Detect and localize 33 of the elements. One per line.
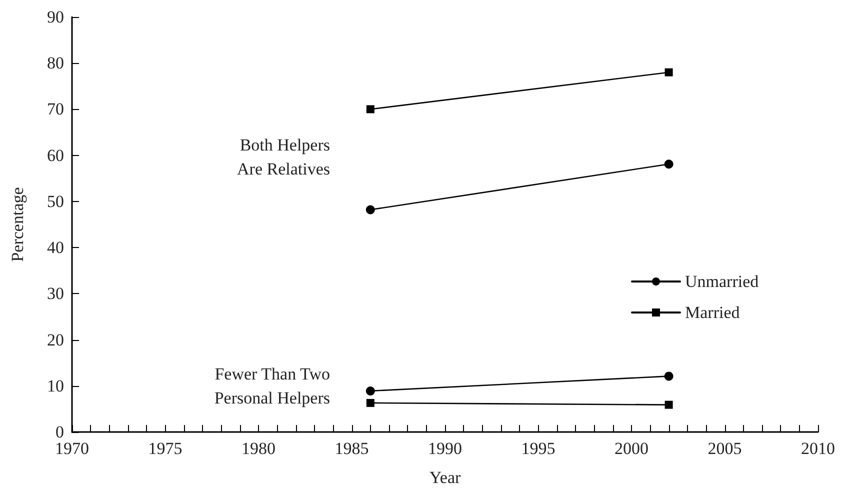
y-tick-label: 0 bbox=[56, 422, 64, 442]
y-tick-label: 50 bbox=[47, 192, 64, 211]
y-tick-label: 80 bbox=[47, 54, 64, 73]
legend-label: Unmarried bbox=[685, 272, 760, 291]
annotation: Both Helpers Are Relatives bbox=[237, 136, 330, 178]
y-tick-label: 60 bbox=[47, 146, 64, 165]
point bbox=[366, 205, 375, 214]
x-tick-label: 2000 bbox=[614, 439, 648, 458]
x-tick-label: 1985 bbox=[334, 439, 369, 458]
y-tick-label: 30 bbox=[47, 284, 64, 304]
y-tick-label: 10 bbox=[47, 376, 64, 396]
x-tick-label: 1995 bbox=[521, 439, 556, 458]
y-axis-title: Percentage bbox=[8, 187, 27, 262]
point bbox=[664, 372, 674, 381]
point bbox=[366, 105, 374, 114]
y-tick-label: 90 bbox=[47, 8, 64, 26]
x-tick-label: 1990 bbox=[428, 439, 462, 458]
point bbox=[664, 68, 673, 76]
x-tick-label: 1975 bbox=[148, 439, 182, 458]
x-tick-label: 2005 bbox=[708, 439, 742, 458]
annotation: Fewer Than Two Personal Helpers bbox=[214, 364, 330, 408]
y-tick-label: 40 bbox=[47, 238, 64, 258]
x-tick-label: 2010 bbox=[801, 439, 835, 458]
x-axis-title: Year bbox=[429, 468, 461, 487]
point bbox=[664, 400, 673, 409]
point bbox=[366, 386, 375, 396]
x-tick-label: 1970 bbox=[55, 439, 89, 458]
point bbox=[366, 398, 374, 407]
y-tick-label: 70 bbox=[47, 100, 64, 119]
y-tick-label: 20 bbox=[47, 330, 64, 350]
point bbox=[664, 160, 674, 169]
x-tick-label: 1980 bbox=[242, 439, 276, 458]
legend-label: Married bbox=[685, 303, 740, 322]
